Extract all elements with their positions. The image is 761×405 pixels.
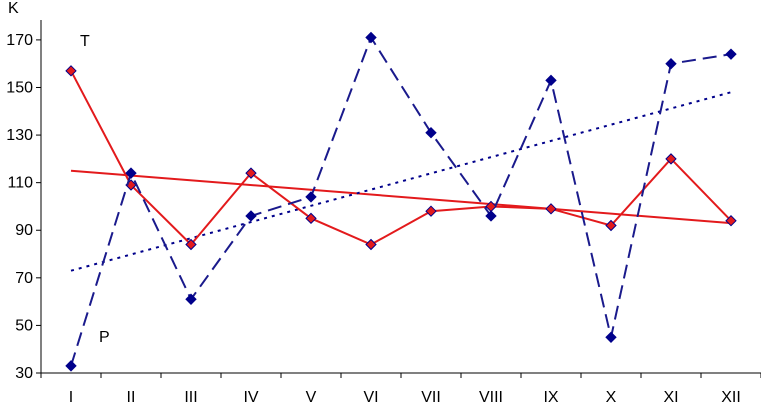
series-2-point: [185, 293, 197, 305]
series-1-point: [605, 219, 617, 232]
y-tick-label: 170: [6, 32, 33, 49]
series-2-point: [545, 74, 557, 87]
series-1-point: [305, 212, 317, 225]
x-tick-label: VI: [363, 389, 378, 405]
series-2-point: [485, 210, 497, 222]
x-tick-label: VIII: [479, 389, 503, 405]
series-2-point: [305, 191, 317, 203]
trendline-2: [70, 91, 732, 272]
series-2-point: [425, 126, 437, 139]
series-group: [65, 31, 737, 372]
series-1-point: [665, 153, 677, 165]
x-tick-label: IV: [243, 389, 258, 405]
x-tick-label: XI: [663, 389, 678, 405]
series-1-point: [545, 203, 557, 215]
series-1: [65, 65, 737, 251]
annotation-p: P: [99, 329, 110, 346]
y-tick-label: 50: [15, 317, 33, 334]
y-tick-label: 70: [15, 270, 33, 287]
series-2: [65, 31, 737, 372]
trendlines: [70, 91, 732, 272]
x-tick-label: VII: [421, 389, 441, 405]
x-tick-label: II: [127, 389, 136, 405]
series-1-point: [65, 65, 77, 77]
series-2-point: [65, 360, 77, 372]
series-2-point: [725, 48, 737, 60]
y-axis-label: K: [8, 0, 19, 17]
x-tick-label: X: [606, 389, 617, 405]
x-tick-label: I: [69, 389, 73, 405]
x-tick-label: V: [306, 389, 317, 405]
x-ticks: I II III IV V VI VII VIII IX X XI XII: [40, 373, 761, 405]
series-1-point: [185, 238, 197, 251]
series-1-point: [245, 167, 257, 179]
x-tick-label: III: [184, 389, 197, 405]
series-1-point: [425, 205, 437, 217]
trendline-1: [70, 169, 732, 225]
series-2-point: [125, 167, 137, 179]
series-1-point: [365, 238, 377, 251]
series-2-point: [245, 210, 257, 222]
y-tick-label: 130: [6, 127, 33, 144]
x-tick-label: XII: [721, 389, 741, 405]
series-1-line: [70, 70, 732, 246]
series-2-point: [365, 31, 377, 44]
series-2-point: [665, 57, 677, 70]
series-2-line: [70, 35, 732, 367]
series-1-point: [725, 215, 737, 227]
y-tick-label: 110: [7, 175, 33, 192]
y-tick-label: 90: [15, 222, 33, 239]
series-2-point: [605, 331, 617, 344]
y-tick-label: 150: [6, 79, 33, 96]
annotation-t: T: [80, 33, 90, 50]
x-tick-label: IX: [543, 389, 558, 405]
y-tick-label: 30: [15, 365, 33, 382]
y-ticks: 30 50 70 90 110 130 150 170: [6, 32, 41, 382]
